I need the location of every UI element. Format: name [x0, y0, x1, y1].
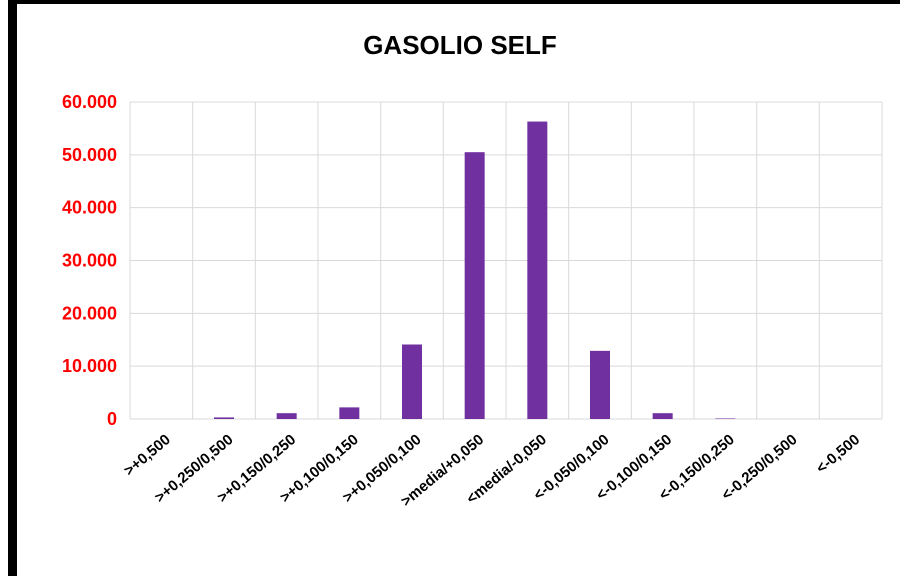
y-tick-label: 50.000 [62, 145, 117, 165]
y-tick-label: 30.000 [62, 251, 117, 271]
y-tick-label: 0 [107, 409, 117, 429]
bar [527, 121, 548, 419]
x-tick-label: <-0,500 [813, 431, 863, 477]
y-tick-label: 60.000 [62, 92, 117, 112]
bar [464, 152, 485, 420]
y-tick-label: 20.000 [62, 303, 117, 323]
bar [214, 417, 234, 419]
frame-border-left [8, 0, 17, 576]
bar [402, 344, 422, 419]
y-tick-label: 10.000 [62, 356, 117, 376]
frame-border-top [8, 0, 900, 4]
bar [715, 418, 736, 419]
x-tick-label: >+0,500 [121, 431, 174, 479]
chart-title: GASOLIO SELF [363, 30, 557, 60]
bar [652, 413, 673, 419]
bar [276, 413, 297, 419]
y-tick-label: 40.000 [62, 198, 117, 218]
bar [339, 407, 360, 419]
bar [590, 350, 610, 419]
